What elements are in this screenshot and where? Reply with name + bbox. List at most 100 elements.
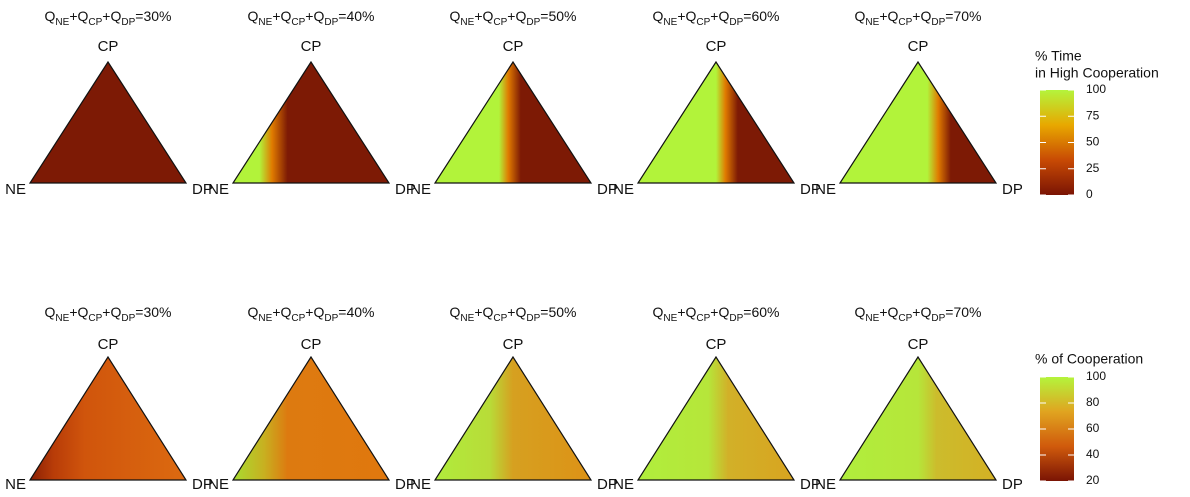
ternary-field (636, 355, 796, 481)
title-part: CP (291, 17, 305, 28)
title-part: +Q (272, 8, 291, 24)
title-part: Q (45, 304, 56, 320)
title-part: NE (258, 313, 272, 324)
panel-title: QNE+QCP+QDP=70% (855, 8, 982, 28)
vertex-label: NE (815, 181, 836, 198)
title-part: +Q (912, 8, 931, 24)
title-part: DP (121, 313, 135, 324)
vertex-label: NE (5, 476, 26, 493)
vertex-label: NE (208, 181, 229, 198)
ternary-field (231, 60, 391, 184)
vertex-label: CP (706, 336, 727, 353)
vertex-label: DP (800, 476, 821, 493)
title-part: +Q (102, 304, 121, 320)
title-part: +Q (710, 8, 729, 24)
panel-title: QNE+QCP+QDP=30% (45, 8, 172, 28)
title-part: NE (865, 17, 879, 28)
title-part: NE (55, 313, 69, 324)
vertex-label: DP (395, 476, 416, 493)
title-part: +Q (474, 8, 493, 24)
title-part: +Q (507, 8, 526, 24)
title-part: Q (855, 8, 866, 24)
title-part: +Q (272, 304, 291, 320)
panel-title: QNE+QCP+QDP=30% (45, 304, 172, 324)
vertex-label: DP (597, 181, 618, 198)
title-part: +Q (677, 304, 696, 320)
title-part: =70% (945, 304, 981, 320)
colorbar-title: % Time (1035, 48, 1082, 64)
title-part: Q (450, 8, 461, 24)
title-part: NE (258, 17, 272, 28)
vertex-label: NE (410, 181, 431, 198)
title-part: Q (653, 304, 664, 320)
panel-title: QNE+QCP+QDP=60% (653, 8, 780, 28)
vertex-label: CP (503, 38, 524, 55)
ternary-field (28, 60, 188, 184)
title-part: Q (450, 304, 461, 320)
vertex-label: CP (98, 336, 119, 353)
title-part: Q (248, 304, 259, 320)
title-part: +Q (102, 8, 121, 24)
title-part: CP (696, 17, 710, 28)
title-part: +Q (879, 8, 898, 24)
title-part: NE (55, 17, 69, 28)
title-part: =50% (540, 8, 576, 24)
title-part: DP (729, 17, 743, 28)
title-part: =50% (540, 304, 576, 320)
title-part: CP (898, 17, 912, 28)
title-part: +Q (305, 8, 324, 24)
title-part: +Q (474, 304, 493, 320)
title-part: +Q (69, 8, 88, 24)
vertex-label: DP (192, 476, 213, 493)
panel-title: QNE+QCP+QDP=70% (855, 304, 982, 324)
vertex-label: DP (395, 181, 416, 198)
title-part: CP (696, 313, 710, 324)
title-part: DP (526, 313, 540, 324)
panel-title: QNE+QCP+QDP=60% (653, 304, 780, 324)
title-part: NE (663, 313, 677, 324)
panel-title: QNE+QCP+QDP=40% (248, 8, 375, 28)
title-part: +Q (305, 304, 324, 320)
title-part: NE (663, 17, 677, 28)
title-part: CP (898, 313, 912, 324)
ternary-field (838, 60, 998, 184)
title-part: CP (88, 17, 102, 28)
ternary-field (636, 60, 796, 184)
colorbar-title: in High Cooperation (1035, 65, 1159, 81)
ternary-field (838, 355, 998, 481)
vertex-label: CP (706, 38, 727, 55)
title-part: DP (931, 17, 945, 28)
vertex-label: NE (5, 181, 26, 198)
title-part: =40% (338, 304, 374, 320)
title-part: CP (291, 313, 305, 324)
colorbar-tick-label: 75 (1086, 108, 1100, 122)
ternary-field (231, 355, 391, 481)
title-part: NE (460, 17, 474, 28)
title-part: DP (526, 17, 540, 28)
title-part: Q (855, 304, 866, 320)
vertex-label: NE (410, 476, 431, 493)
vertex-label: DP (800, 181, 821, 198)
title-part: CP (88, 313, 102, 324)
panel-title: QNE+QCP+QDP=50% (450, 304, 577, 324)
ternary-field (28, 355, 188, 481)
title-part: =60% (743, 8, 779, 24)
title-part: =60% (743, 304, 779, 320)
vertex-label: DP (1002, 476, 1023, 493)
vertex-label: CP (301, 38, 322, 55)
title-part: =70% (945, 8, 981, 24)
vertex-label: DP (597, 476, 618, 493)
colorbar-tick-label: 40 (1086, 447, 1100, 461)
colorbar-tick-label: 20 (1086, 473, 1100, 487)
vertex-label: CP (98, 38, 119, 55)
vertex-label: NE (613, 476, 634, 493)
title-part: =30% (135, 304, 171, 320)
title-part: DP (931, 313, 945, 324)
title-part: +Q (710, 304, 729, 320)
panel-title: QNE+QCP+QDP=50% (450, 8, 577, 28)
title-part: +Q (507, 304, 526, 320)
title-part: =40% (338, 8, 374, 24)
ternary-field (433, 60, 593, 184)
title-part: +Q (677, 8, 696, 24)
